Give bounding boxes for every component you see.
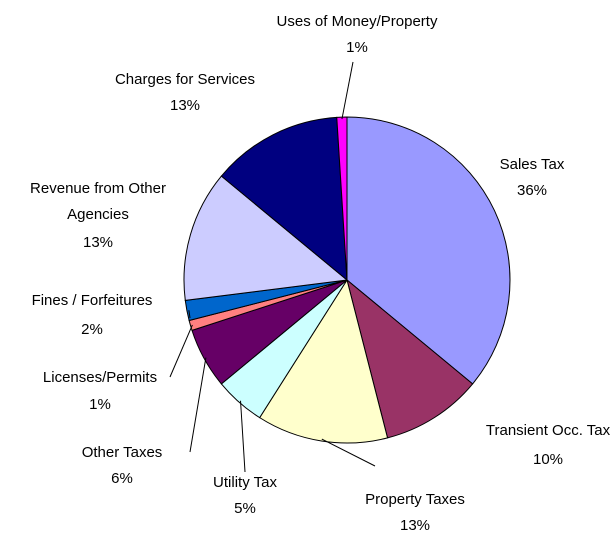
pie-slice: [346, 278, 474, 439]
slice-label: Fines / Forfeitures: [31, 292, 153, 309]
leader-line: [240, 400, 246, 473]
slice-percent: 13%: [399, 517, 431, 534]
slice-label: Utility Tax: [213, 474, 277, 491]
pie-slice: [346, 116, 511, 385]
leader-line: [169, 324, 193, 378]
leader-line: [189, 357, 207, 453]
slice-percent: 6%: [111, 470, 133, 487]
leader-line: [321, 438, 376, 467]
slice-label: Other Taxes: [81, 444, 163, 461]
slice-percent: 10%: [532, 451, 564, 468]
pie-slice: [258, 278, 389, 444]
slice-label: Uses of Money/Property: [276, 13, 438, 30]
slice-label: Licenses/Permits: [42, 369, 158, 386]
leader-line: [188, 310, 191, 319]
slice-label: Charges for Services: [114, 71, 256, 88]
slice-percent: 2%: [81, 321, 103, 338]
slice-label: Transient Occ. Tax: [485, 422, 611, 439]
slice-percent: 1%: [89, 396, 111, 413]
slice-percent: 13%: [82, 234, 114, 251]
slice-percent: 5%: [234, 500, 256, 517]
slice-percent: 1%: [346, 39, 368, 56]
slice-label: Revenue from Other Agencies: [30, 180, 166, 223]
slice-label: Sales Tax: [499, 156, 565, 173]
pie-slice: [220, 116, 348, 282]
pie-slice: [183, 175, 349, 301]
leader-line: [341, 61, 354, 120]
slice-percent: 36%: [516, 182, 548, 199]
slice-label: Property Taxes: [365, 491, 465, 508]
slice-percent: 13%: [169, 97, 201, 114]
